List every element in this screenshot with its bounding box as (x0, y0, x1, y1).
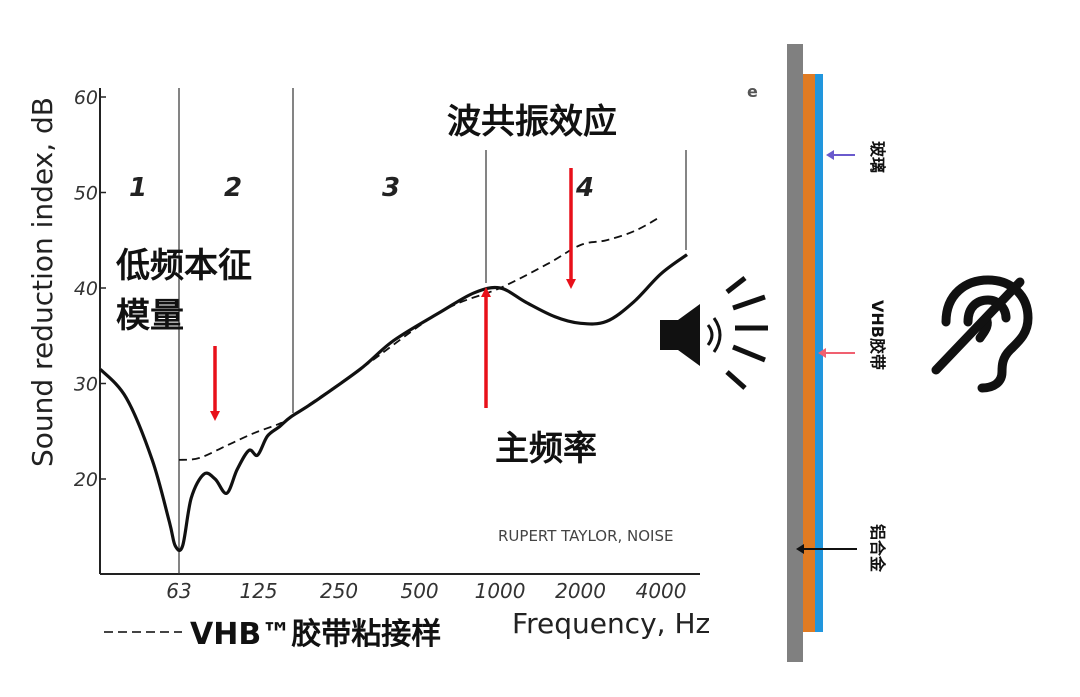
tape-pointer-head (818, 348, 826, 358)
y-ticks: 20 30 40 50 60 (74, 87, 106, 491)
y-tick-label: 40 (74, 278, 98, 300)
y-tick-label: 50 (74, 183, 98, 205)
x-tick-label: 1000 (475, 579, 526, 603)
low-freq-label-line1: 低频本征 (116, 246, 252, 286)
x-tick-label: 250 (320, 579, 358, 603)
x-ticks: 63 125 250 500 1000 2000 4000 (166, 579, 686, 603)
series-line-solid (99, 253, 688, 552)
x-tick-label: 2000 (555, 579, 606, 603)
stray-mark: e (747, 82, 758, 101)
series-line-dashed (178, 215, 662, 461)
chart: 1 2 3 4 20 30 40 50 60 63 125 250 500 1000 2000 40… (26, 82, 758, 652)
speaker-icon (660, 276, 768, 390)
y-tick-label: 60 (74, 87, 98, 109)
source-credit: RUPERT TAYLOR, NOISE (498, 527, 673, 545)
aluminum-label: 铝合金 (868, 524, 887, 573)
x-tick-label: 125 (239, 579, 277, 603)
legend-label: VHB™胶带粘接样 (190, 617, 441, 652)
coincidence-label: 波共振效应 (447, 102, 617, 142)
x-tick-label: 500 (400, 579, 438, 603)
x-axis-title: Frequency, Hz (512, 607, 710, 640)
deaf-ear-icon (931, 275, 1033, 393)
tape-label: VHB胶带 (868, 300, 887, 370)
x-tick-label: 63 (166, 579, 191, 603)
low-freq-label-line2: 模量 (116, 296, 184, 336)
x-tick-label: 4000 (636, 579, 687, 603)
region-label-3: 3 (382, 173, 400, 203)
aluminum-pointer-head (796, 544, 804, 554)
glass-label: 玻璃 (868, 141, 887, 173)
y-tick-label: 30 (74, 374, 98, 396)
tape-layer (803, 74, 815, 632)
aluminum-layer (787, 44, 803, 662)
main-freq-label: 主频率 (495, 429, 597, 469)
region-label-4: 4 (575, 173, 594, 203)
y-tick-label: 20 (74, 469, 98, 491)
layer-diagram: 玻璃 VHB胶带 铝合金 (787, 44, 887, 662)
region-label-2: 2 (224, 173, 242, 203)
glass-pointer-head (826, 150, 834, 160)
region-label-1: 1 (129, 173, 147, 203)
series-layer (99, 215, 688, 552)
y-axis-title: Sound reduction index, dB (26, 97, 59, 467)
